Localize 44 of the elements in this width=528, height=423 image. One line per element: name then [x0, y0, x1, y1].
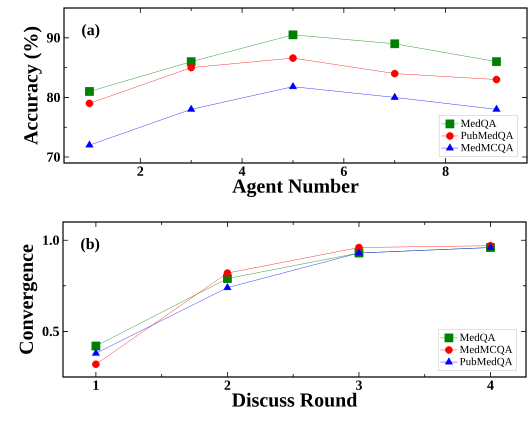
point	[492, 104, 500, 112]
legend-label: MedQA	[460, 333, 496, 343]
annotation: (b)	[81, 238, 100, 252]
x-tick-label: 3	[356, 380, 362, 390]
y-tick-label: 1.0	[43, 235, 59, 245]
point	[92, 360, 100, 368]
x-tick-label: 2	[224, 380, 230, 390]
x-axis-title: Agent Number	[232, 178, 358, 197]
point	[85, 140, 94, 148]
legend-label: MedQA	[460, 119, 496, 129]
point	[390, 92, 399, 100]
point	[492, 76, 500, 84]
point	[85, 87, 94, 96]
point	[224, 269, 232, 277]
annotation: (a)	[82, 24, 100, 38]
x-tick-label: 1	[94, 380, 99, 390]
y-axis-title: Accuracy (%)	[24, 26, 42, 145]
point	[288, 30, 298, 40]
point	[390, 70, 399, 78]
legend-label: PubMedQA	[460, 358, 512, 367]
legend-label: MedMCQA	[460, 144, 514, 153]
y-axis-title: Convergence	[20, 244, 38, 354]
point	[390, 39, 400, 48]
point	[288, 82, 297, 90]
y-tick-label: 90	[46, 33, 60, 43]
legend-label: MedMCQA	[460, 345, 512, 355]
x-tick-label: 4	[238, 166, 246, 176]
y-tick-label: 0.5	[42, 326, 59, 336]
x-tick-label: 4	[487, 380, 494, 390]
x-axis-title: Discuss Round	[232, 392, 358, 407]
point	[289, 54, 297, 62]
point	[492, 57, 501, 66]
point	[86, 100, 94, 108]
x-tick-label: 8	[442, 166, 449, 176]
point	[187, 104, 196, 112]
point	[187, 64, 195, 72]
x-tick-label: 6	[340, 166, 347, 176]
x-tick-label: 2	[137, 166, 144, 176]
y-tick-label: 80	[47, 92, 60, 102]
point	[92, 348, 100, 356]
point	[223, 283, 232, 290]
y-tick-label: 70	[47, 152, 60, 162]
legend-label: PubMedQA	[460, 131, 514, 141]
point	[92, 342, 100, 350]
